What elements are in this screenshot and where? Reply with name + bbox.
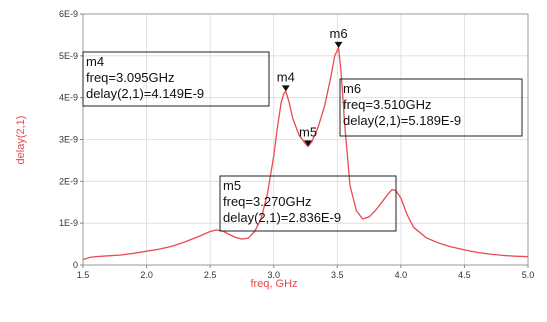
grid-lines (82, 13, 529, 266)
y-tick-label: 0 (73, 260, 78, 270)
x-tick-label: 2.0 (140, 270, 153, 280)
readout-m5-box (219, 175, 397, 232)
y-tick-label: 1E-9 (59, 218, 78, 228)
x-axis-label: freq, GHz (250, 278, 297, 290)
readout-m5-line: freq=3.270GHz (223, 194, 312, 209)
readout-m6-line: delay(2,1)=5.189E-9 (343, 113, 461, 128)
series-line-delay (82, 45, 529, 261)
readout-m4-line: freq=3.095GHz (86, 70, 175, 85)
x-tick-label: 5.0 (522, 270, 535, 280)
readout-m6-line: m6 (343, 81, 361, 96)
marker-m4-triangle (281, 85, 290, 92)
y-axis-label: delay(2,1) (15, 116, 27, 165)
x-tick-label: 3.5 (331, 270, 344, 280)
marker-readouts: m4freq=3.095GHzdelay(2,1)=4.149E-9m5freq… (82, 51, 523, 232)
x-tick-label: 3.0 (267, 270, 280, 280)
x-axis-ticks: 1.5 2.0 2.5 3.0 3.5 4.0 4.5 5.0 (77, 265, 535, 280)
x-tick-label: 4.0 (395, 270, 408, 280)
y-tick-label: 5E-9 (59, 51, 78, 61)
readout-m6-line: freq=3.510GHz (343, 97, 432, 112)
y-tick-label: 3E-9 (59, 135, 78, 145)
readout-m4-line: delay(2,1)=4.149E-9 (86, 86, 204, 101)
y-tick-label: 4E-9 (59, 93, 78, 103)
markers: m4 m5 m6 (277, 26, 348, 147)
y-tick-label: 2E-9 (59, 176, 78, 186)
y-axis-ticks: 0 1E-9 2E-9 3E-9 4E-9 5E-9 6E-9 (59, 9, 83, 270)
x-tick-label: 1.5 (77, 270, 90, 280)
x-tick-label: 4.5 (458, 270, 471, 280)
readout-m4-box (82, 51, 270, 107)
readout-m6-box (339, 78, 523, 137)
marker-m4-label: m4 (277, 69, 295, 84)
y-tick-label: 6E-9 (59, 9, 78, 19)
marker-m6-triangle (334, 41, 343, 48)
marker-m5-triangle (304, 140, 313, 147)
readout-m5-line: m5 (223, 178, 241, 193)
marker-m5-label: m5 (299, 124, 317, 139)
marker-m6-label: m6 (330, 26, 348, 41)
x-tick-label: 2.5 (204, 270, 217, 280)
readout-m5-line: delay(2,1)=2.836E-9 (223, 210, 341, 225)
readout-m4-line: m4 (86, 54, 104, 69)
